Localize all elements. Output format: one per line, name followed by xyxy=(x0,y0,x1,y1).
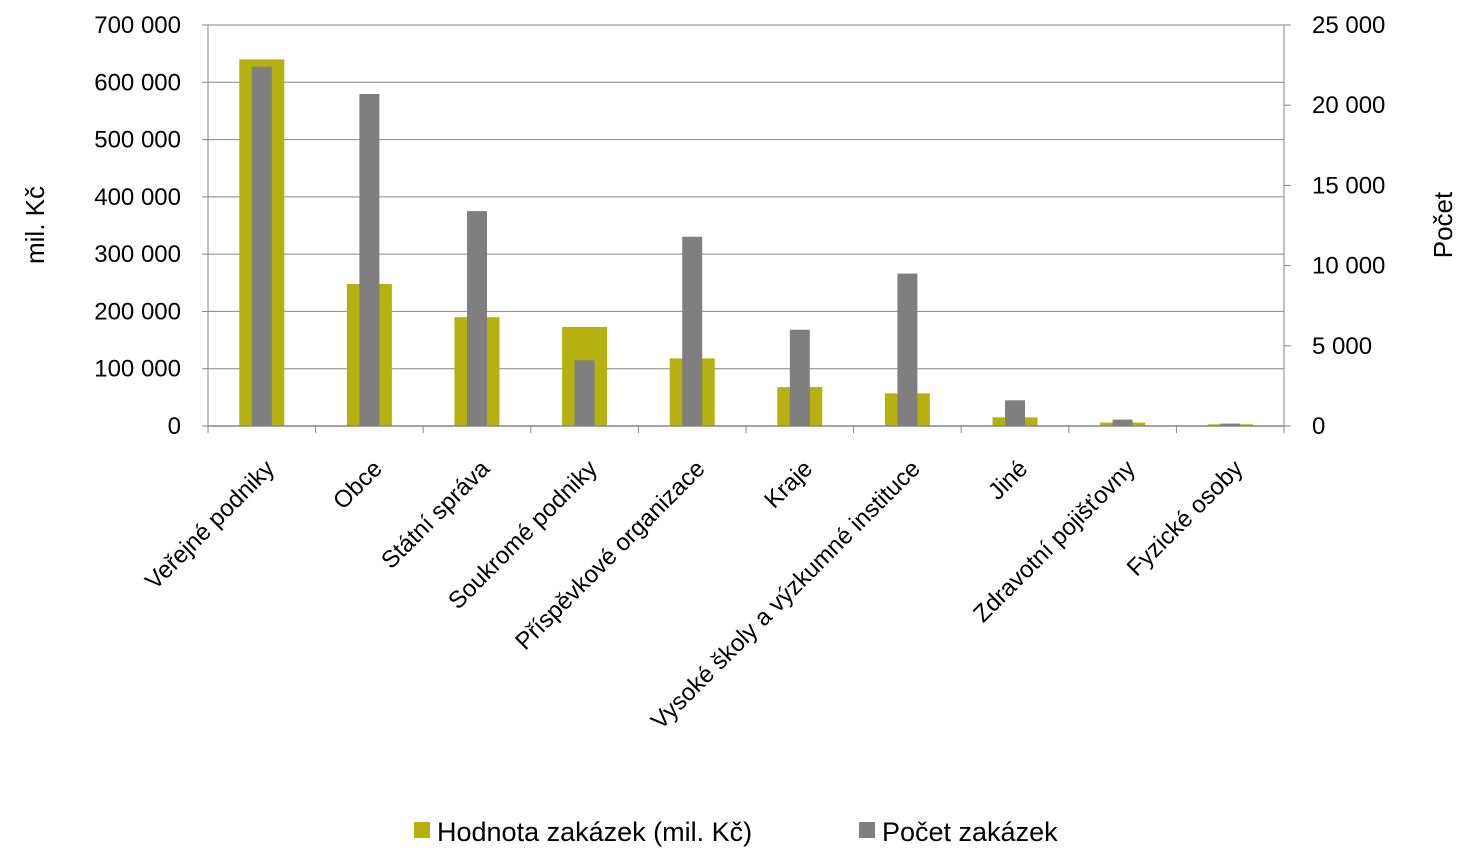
legend-swatch-count xyxy=(859,822,875,838)
bar-count xyxy=(359,93,380,427)
left-tick-label: 300 000 xyxy=(94,241,181,268)
bar-count xyxy=(467,211,487,426)
left-tick-label: 200 000 xyxy=(94,298,181,325)
bar-count xyxy=(1005,400,1025,426)
category-label: Příspěvkové organizace xyxy=(510,455,710,655)
bar-count xyxy=(251,66,272,426)
bar-count xyxy=(789,329,810,426)
left-tick-label: 500 000 xyxy=(94,127,181,154)
right-tick-label: 25 000 xyxy=(1312,12,1385,39)
bars xyxy=(239,59,1253,427)
category-label: Jiné xyxy=(983,455,1033,505)
category-label: Fyzické osoby xyxy=(1122,455,1249,582)
bar-count xyxy=(897,273,918,426)
right-axis-title: Počet xyxy=(1428,191,1458,258)
right-tick-label: 5 000 xyxy=(1312,333,1372,360)
legend-label-count: Počet zakázek xyxy=(882,817,1058,847)
axes xyxy=(207,25,1285,433)
category-label: Kraje xyxy=(759,455,818,514)
left-tick-label: 100 000 xyxy=(94,356,181,383)
legend: Hodnota zakázek (mil. Kč) Počet zakázek xyxy=(414,817,1058,847)
category-label: Státní správa xyxy=(376,455,496,575)
legend-label-value: Hodnota zakázek (mil. Kč) xyxy=(437,817,752,847)
right-tick-label: 15 000 xyxy=(1312,172,1385,199)
right-tick-label: 0 xyxy=(1312,413,1325,440)
bar-count xyxy=(574,360,595,426)
left-axis-title: mil. Kč xyxy=(20,186,50,264)
left-tick-label: 600 000 xyxy=(94,69,181,96)
bar-count xyxy=(1112,419,1133,426)
right-axis-ticks: 0 5 000 10 000 15 000 20 000 25 000 xyxy=(1284,12,1385,440)
bar-count xyxy=(682,236,703,426)
legend-swatch-value xyxy=(414,822,430,838)
left-axis-ticks: 0 100 000 200 000 300 000 400 000 500 000 600 … xyxy=(94,12,208,440)
bar-count xyxy=(1220,423,1241,426)
left-tick-label: 700 000 xyxy=(94,12,181,39)
category-label: Obce xyxy=(328,455,388,515)
left-tick-label: 0 xyxy=(168,413,181,440)
right-tick-label: 20 000 xyxy=(1312,92,1385,119)
left-tick-label: 400 000 xyxy=(94,184,181,211)
category-label: Veřejné podniky xyxy=(140,455,280,595)
right-tick-label: 10 000 xyxy=(1312,253,1385,280)
